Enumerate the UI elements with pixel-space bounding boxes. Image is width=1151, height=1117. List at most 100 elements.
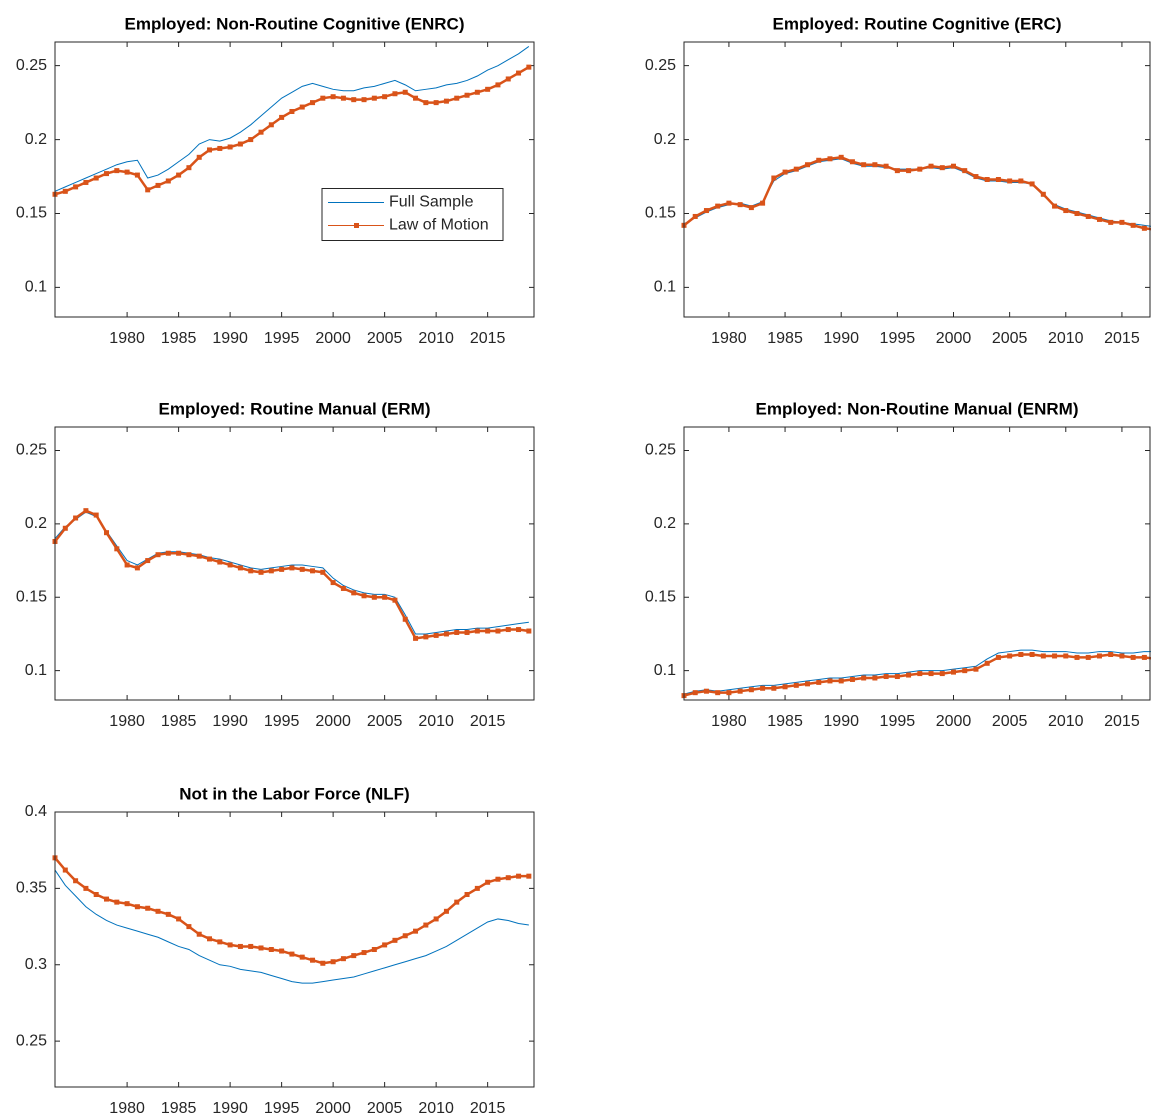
series-marker [928,671,934,677]
plot-area [55,812,534,1087]
series-marker [1130,654,1136,660]
x-tick-label: 1980 [711,330,747,347]
series-marker [474,89,480,95]
x-tick-label: 2000 [315,713,351,730]
y-tick-label: 0.15 [16,588,47,605]
series-marker [382,94,388,100]
series-marker [186,552,192,558]
series-marker [392,937,398,943]
legend-label: Full Sample [389,194,474,211]
x-tick-label: 1995 [880,713,916,730]
series-marker [1052,203,1058,209]
series-marker [894,168,900,174]
series-marker [995,654,1001,660]
x-tick-label: 2005 [992,330,1028,347]
x-tick-label: 1980 [711,713,747,730]
x-tick-label: 2015 [1104,330,1140,347]
series-marker [73,184,79,190]
series-marker [1130,222,1136,228]
series-marker [1040,653,1046,659]
series-marker [1096,216,1102,222]
series-marker [268,568,274,574]
series-marker [320,95,326,101]
series-marker [1141,654,1147,660]
x-tick-label: 1980 [109,330,145,347]
series-marker [726,200,732,206]
x-tick-label: 1995 [264,1100,300,1117]
x-tick-label: 1990 [212,1100,248,1117]
plot-area [684,427,1150,700]
series-marker [861,675,867,681]
y-tick-label: 0.15 [645,588,676,605]
series-marker [258,129,264,135]
series-marker [227,144,233,150]
series-marker [134,565,140,571]
chart-title: Employed: Non-Routine Cognitive (ENRC) [125,14,465,33]
series-marker [73,515,79,521]
series-marker [917,671,923,677]
series-marker [433,916,439,922]
series-marker [340,95,346,101]
series-marker [495,82,501,88]
y-tick-label: 0.15 [16,205,47,222]
y-tick-label: 0.2 [654,515,676,532]
series-marker [516,627,522,633]
series-marker [186,165,192,171]
series-marker [217,559,223,565]
y-tick-label: 0.25 [16,442,47,459]
x-tick-label: 1985 [161,330,197,347]
series-marker [1007,178,1013,184]
series-marker [861,162,867,168]
series-marker [413,928,419,934]
series-marker [310,957,316,963]
axes-box [54,41,535,318]
x-tick-label: 2000 [936,713,972,730]
series-marker [196,553,202,559]
series-marker [237,943,243,949]
axes-box [683,426,1151,701]
x-tick-label: 2015 [1104,713,1140,730]
series-marker [196,931,202,937]
series-marker [258,945,264,951]
x-tick-label: 2015 [470,1100,506,1117]
series-marker [474,628,480,634]
series-marker [816,157,822,163]
subplot: Employed: Routine Cognitive (ERC) 1980 198… [645,14,1151,347]
series-marker [145,558,151,564]
series-marker [748,687,754,693]
series-marker [104,171,110,177]
series-marker [939,165,945,171]
plot-area [684,42,1150,317]
series-marker [516,873,522,879]
y-tick-label: 0.2 [654,131,676,148]
series-line [54,869,529,984]
series-marker [906,168,912,174]
series-marker [984,660,990,666]
y-tick-label: 0.4 [25,803,47,820]
series-marker [505,875,511,881]
series-marker [950,163,956,169]
series-marker [196,154,202,160]
series-marker [104,896,110,902]
x-tick-label: 2005 [367,713,403,730]
series-marker [485,86,491,92]
series-marker [1018,652,1024,657]
series-marker [93,892,99,897]
series-marker [62,525,68,531]
x-tick-label: 1990 [212,713,248,730]
series-marker [816,679,822,685]
series-marker [114,546,120,552]
series-marker [1052,653,1058,659]
subplot: Employed: Non-Routine Manual (ENRM) 1980 1… [645,399,1151,730]
series-marker [894,674,900,680]
chart-title: Not in the Labor Force (NLF) [179,784,409,803]
series-marker [134,172,140,178]
series-marker [793,682,799,688]
series-marker [371,947,377,952]
axes-box [683,41,1151,318]
x-tick-label: 1980 [109,713,145,730]
series-marker [760,685,766,691]
plot-area [55,42,534,317]
series-marker [692,690,698,696]
series-marker [703,208,709,214]
